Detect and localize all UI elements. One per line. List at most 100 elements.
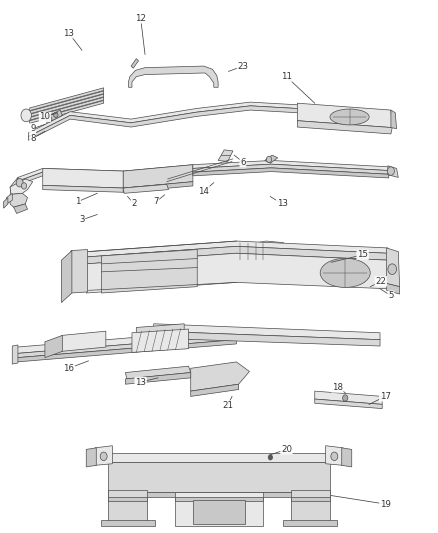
- Text: 13: 13: [277, 199, 288, 208]
- Polygon shape: [218, 150, 233, 161]
- Text: 20: 20: [281, 445, 292, 454]
- Polygon shape: [86, 448, 96, 467]
- Text: 23: 23: [237, 62, 248, 70]
- Polygon shape: [43, 168, 123, 188]
- Polygon shape: [123, 165, 193, 188]
- Polygon shape: [193, 160, 389, 171]
- Polygon shape: [28, 106, 391, 140]
- Circle shape: [266, 156, 272, 163]
- Text: 15: 15: [357, 251, 368, 260]
- Polygon shape: [102, 249, 197, 293]
- Polygon shape: [128, 66, 218, 87]
- Polygon shape: [108, 462, 330, 492]
- Polygon shape: [193, 500, 245, 523]
- Polygon shape: [4, 198, 8, 208]
- Polygon shape: [315, 399, 382, 409]
- Polygon shape: [86, 246, 388, 264]
- Polygon shape: [283, 520, 337, 526]
- Text: 6: 6: [240, 158, 246, 166]
- Polygon shape: [391, 110, 396, 128]
- Polygon shape: [101, 520, 155, 526]
- Polygon shape: [108, 492, 330, 497]
- Circle shape: [331, 452, 338, 461]
- Polygon shape: [291, 490, 330, 522]
- Polygon shape: [297, 103, 392, 127]
- Polygon shape: [193, 168, 389, 178]
- Polygon shape: [154, 331, 380, 346]
- Polygon shape: [28, 102, 391, 136]
- Circle shape: [388, 264, 396, 274]
- Polygon shape: [191, 362, 250, 391]
- Circle shape: [21, 109, 32, 122]
- Polygon shape: [30, 94, 104, 117]
- Text: 10: 10: [39, 112, 50, 122]
- Polygon shape: [10, 177, 18, 195]
- Circle shape: [343, 395, 348, 401]
- Polygon shape: [17, 335, 237, 358]
- Circle shape: [16, 179, 23, 187]
- Text: 5: 5: [388, 291, 394, 300]
- Polygon shape: [136, 324, 184, 343]
- Polygon shape: [86, 241, 388, 257]
- Polygon shape: [10, 193, 28, 207]
- Text: 9: 9: [30, 124, 35, 133]
- Text: 21: 21: [222, 401, 233, 410]
- Polygon shape: [30, 88, 104, 111]
- Polygon shape: [387, 284, 399, 294]
- Polygon shape: [388, 166, 398, 177]
- Polygon shape: [154, 324, 380, 340]
- Polygon shape: [108, 490, 147, 522]
- Polygon shape: [30, 98, 104, 120]
- Text: 13: 13: [64, 29, 74, 38]
- Polygon shape: [193, 164, 389, 174]
- Text: 2: 2: [131, 199, 137, 208]
- Ellipse shape: [320, 259, 370, 287]
- Text: 16: 16: [64, 364, 74, 373]
- Polygon shape: [342, 448, 352, 467]
- Text: 19: 19: [380, 499, 391, 508]
- Text: 18: 18: [332, 383, 343, 392]
- Polygon shape: [30, 101, 104, 123]
- Polygon shape: [45, 110, 62, 123]
- Polygon shape: [95, 446, 113, 465]
- Polygon shape: [325, 446, 343, 465]
- Polygon shape: [45, 335, 62, 358]
- Text: 14: 14: [198, 187, 209, 196]
- Polygon shape: [131, 59, 138, 68]
- Text: 13: 13: [135, 377, 146, 386]
- Polygon shape: [17, 329, 237, 353]
- Polygon shape: [175, 497, 263, 501]
- Text: 22: 22: [375, 277, 386, 286]
- Polygon shape: [61, 331, 106, 351]
- Polygon shape: [297, 120, 392, 134]
- Polygon shape: [123, 184, 169, 193]
- Polygon shape: [10, 179, 33, 195]
- Text: 12: 12: [135, 14, 146, 23]
- Polygon shape: [71, 249, 88, 293]
- Polygon shape: [86, 253, 388, 293]
- Polygon shape: [387, 248, 399, 287]
- Polygon shape: [265, 155, 278, 163]
- Polygon shape: [12, 345, 18, 364]
- Polygon shape: [108, 453, 330, 462]
- Text: 11: 11: [281, 72, 292, 81]
- Polygon shape: [125, 366, 191, 379]
- Polygon shape: [14, 204, 28, 214]
- Text: 17: 17: [380, 392, 391, 401]
- Polygon shape: [18, 168, 193, 185]
- Circle shape: [268, 455, 272, 460]
- Text: 7: 7: [153, 197, 159, 206]
- Text: 3: 3: [79, 215, 85, 224]
- Polygon shape: [175, 492, 263, 526]
- Ellipse shape: [330, 109, 369, 125]
- Polygon shape: [30, 91, 104, 114]
- Circle shape: [53, 112, 58, 117]
- Polygon shape: [291, 497, 330, 501]
- Polygon shape: [7, 193, 12, 204]
- Polygon shape: [191, 384, 239, 397]
- Polygon shape: [237, 241, 283, 260]
- Polygon shape: [61, 251, 72, 303]
- Text: 1: 1: [75, 197, 80, 206]
- Polygon shape: [17, 340, 237, 362]
- Circle shape: [47, 116, 52, 122]
